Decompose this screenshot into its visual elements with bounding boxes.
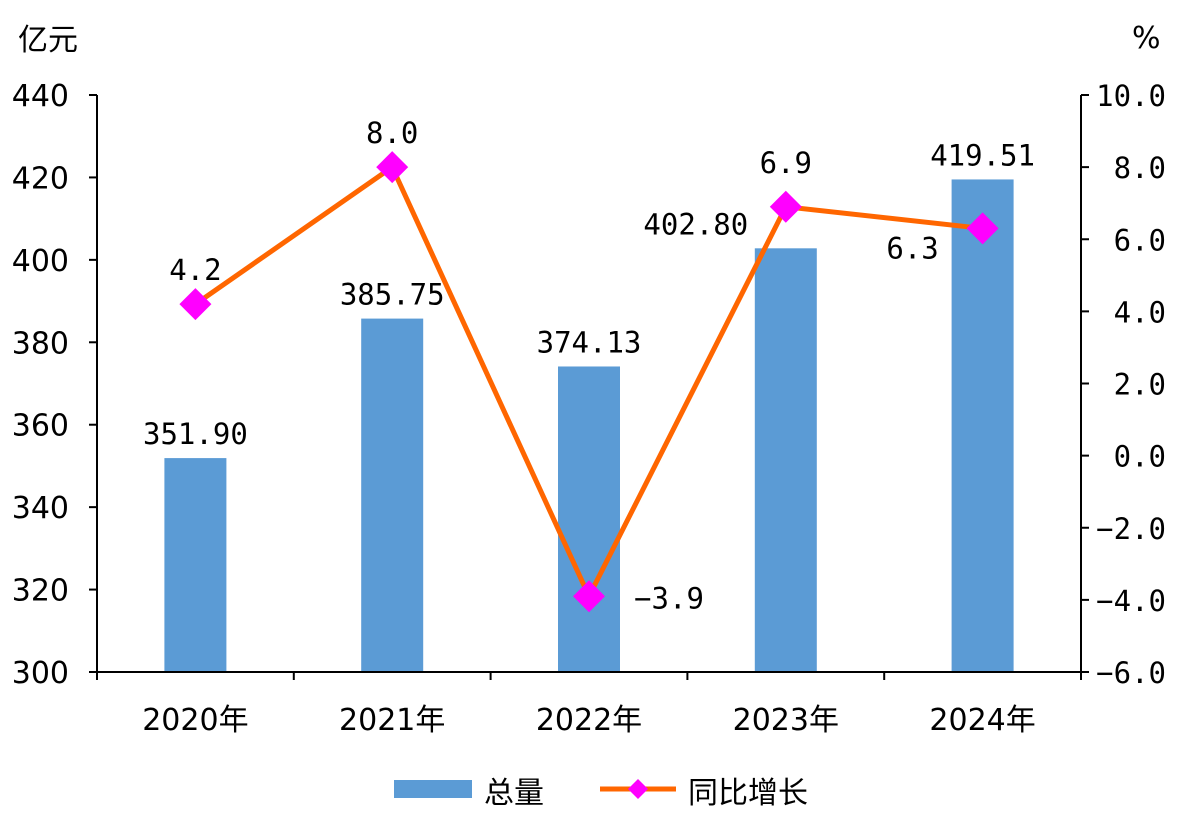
x-category-label: 2022年: [536, 703, 642, 738]
bar-2022年: [558, 366, 620, 672]
left-tick-label: 340: [12, 491, 69, 526]
left-axis-ticks: 300 320 340 360 380 400 420 440: [12, 79, 97, 691]
growth-marker: [179, 288, 212, 321]
right-tick-label: 10.0: [1096, 79, 1166, 113]
right-tick-label: 6.0: [1114, 223, 1166, 257]
growth-value-label: 4.2: [169, 253, 221, 287]
right-tick-label: −2.0: [1096, 512, 1166, 546]
bar-value-label: 419.51: [930, 138, 1035, 172]
legend-swatch-bar: [394, 780, 472, 798]
bar-2023年: [754, 248, 817, 672]
axes: [96, 95, 1082, 680]
right-tick-label: −4.0: [1096, 584, 1166, 618]
growth-value-label: 6.3: [886, 231, 938, 265]
bar-2020年: [164, 458, 227, 672]
legend: 总量 同比增长: [394, 776, 808, 811]
line-series: [179, 151, 999, 613]
right-tick-label: 8.0: [1114, 151, 1166, 185]
growth-value-label: 8.0: [366, 116, 418, 150]
bar-2021年: [361, 318, 424, 672]
growth-marker: [769, 190, 802, 223]
left-tick-label: 380: [12, 326, 69, 361]
growth-value-label: 6.9: [760, 146, 812, 180]
right-tick-label: 2.0: [1114, 368, 1166, 402]
bar-value-label: 385.75: [340, 278, 445, 312]
left-tick-label: 440: [12, 79, 69, 114]
x-category-label: 2021年: [339, 703, 445, 738]
x-axis-labels: 2020年 2021年 2022年 2023年 2024年: [142, 703, 1036, 738]
bar-2024年: [951, 179, 1014, 673]
right-tick-label: −6.0: [1096, 656, 1166, 690]
growth-marker: [573, 580, 605, 613]
left-tick-label: 320: [12, 574, 69, 609]
growth-marker: [966, 212, 999, 245]
line-data-labels: 4.2 8.0 −3.9 6.9 6.3: [169, 116, 939, 615]
left-tick-label: 420: [12, 161, 69, 196]
bar-data-labels: 351.90 385.75 374.13 402.80 419.51: [143, 138, 1035, 451]
x-category-label: 2020年: [142, 703, 248, 738]
left-tick-label: 360: [12, 409, 69, 444]
left-tick-label: 300: [12, 656, 69, 691]
x-category-label: 2024年: [929, 703, 1035, 738]
right-axis-ticks: −6.0 −4.0 −2.0 0.0 2.0 4.0 6.0 8.0 10.0: [1081, 79, 1166, 690]
bar-value-label: 351.90: [143, 417, 248, 451]
growth-marker: [376, 151, 409, 184]
left-tick-label: 400: [12, 244, 69, 279]
x-category-label: 2023年: [733, 703, 839, 738]
legend-label-growth: 同比增长: [688, 776, 808, 811]
bar-value-label: 374.13: [537, 325, 642, 359]
right-axis-unit: %: [1132, 21, 1161, 56]
bar-value-label: 402.80: [643, 207, 748, 241]
left-axis-unit: 亿元: [18, 23, 78, 58]
growth-value-label: −3.9: [634, 581, 704, 615]
right-tick-label: 0.0: [1114, 440, 1166, 474]
legend-label-total: 总量: [484, 776, 544, 811]
bar-series: [164, 179, 1014, 673]
right-tick-label: 4.0: [1114, 295, 1166, 329]
legend-marker-diamond: [628, 779, 648, 799]
